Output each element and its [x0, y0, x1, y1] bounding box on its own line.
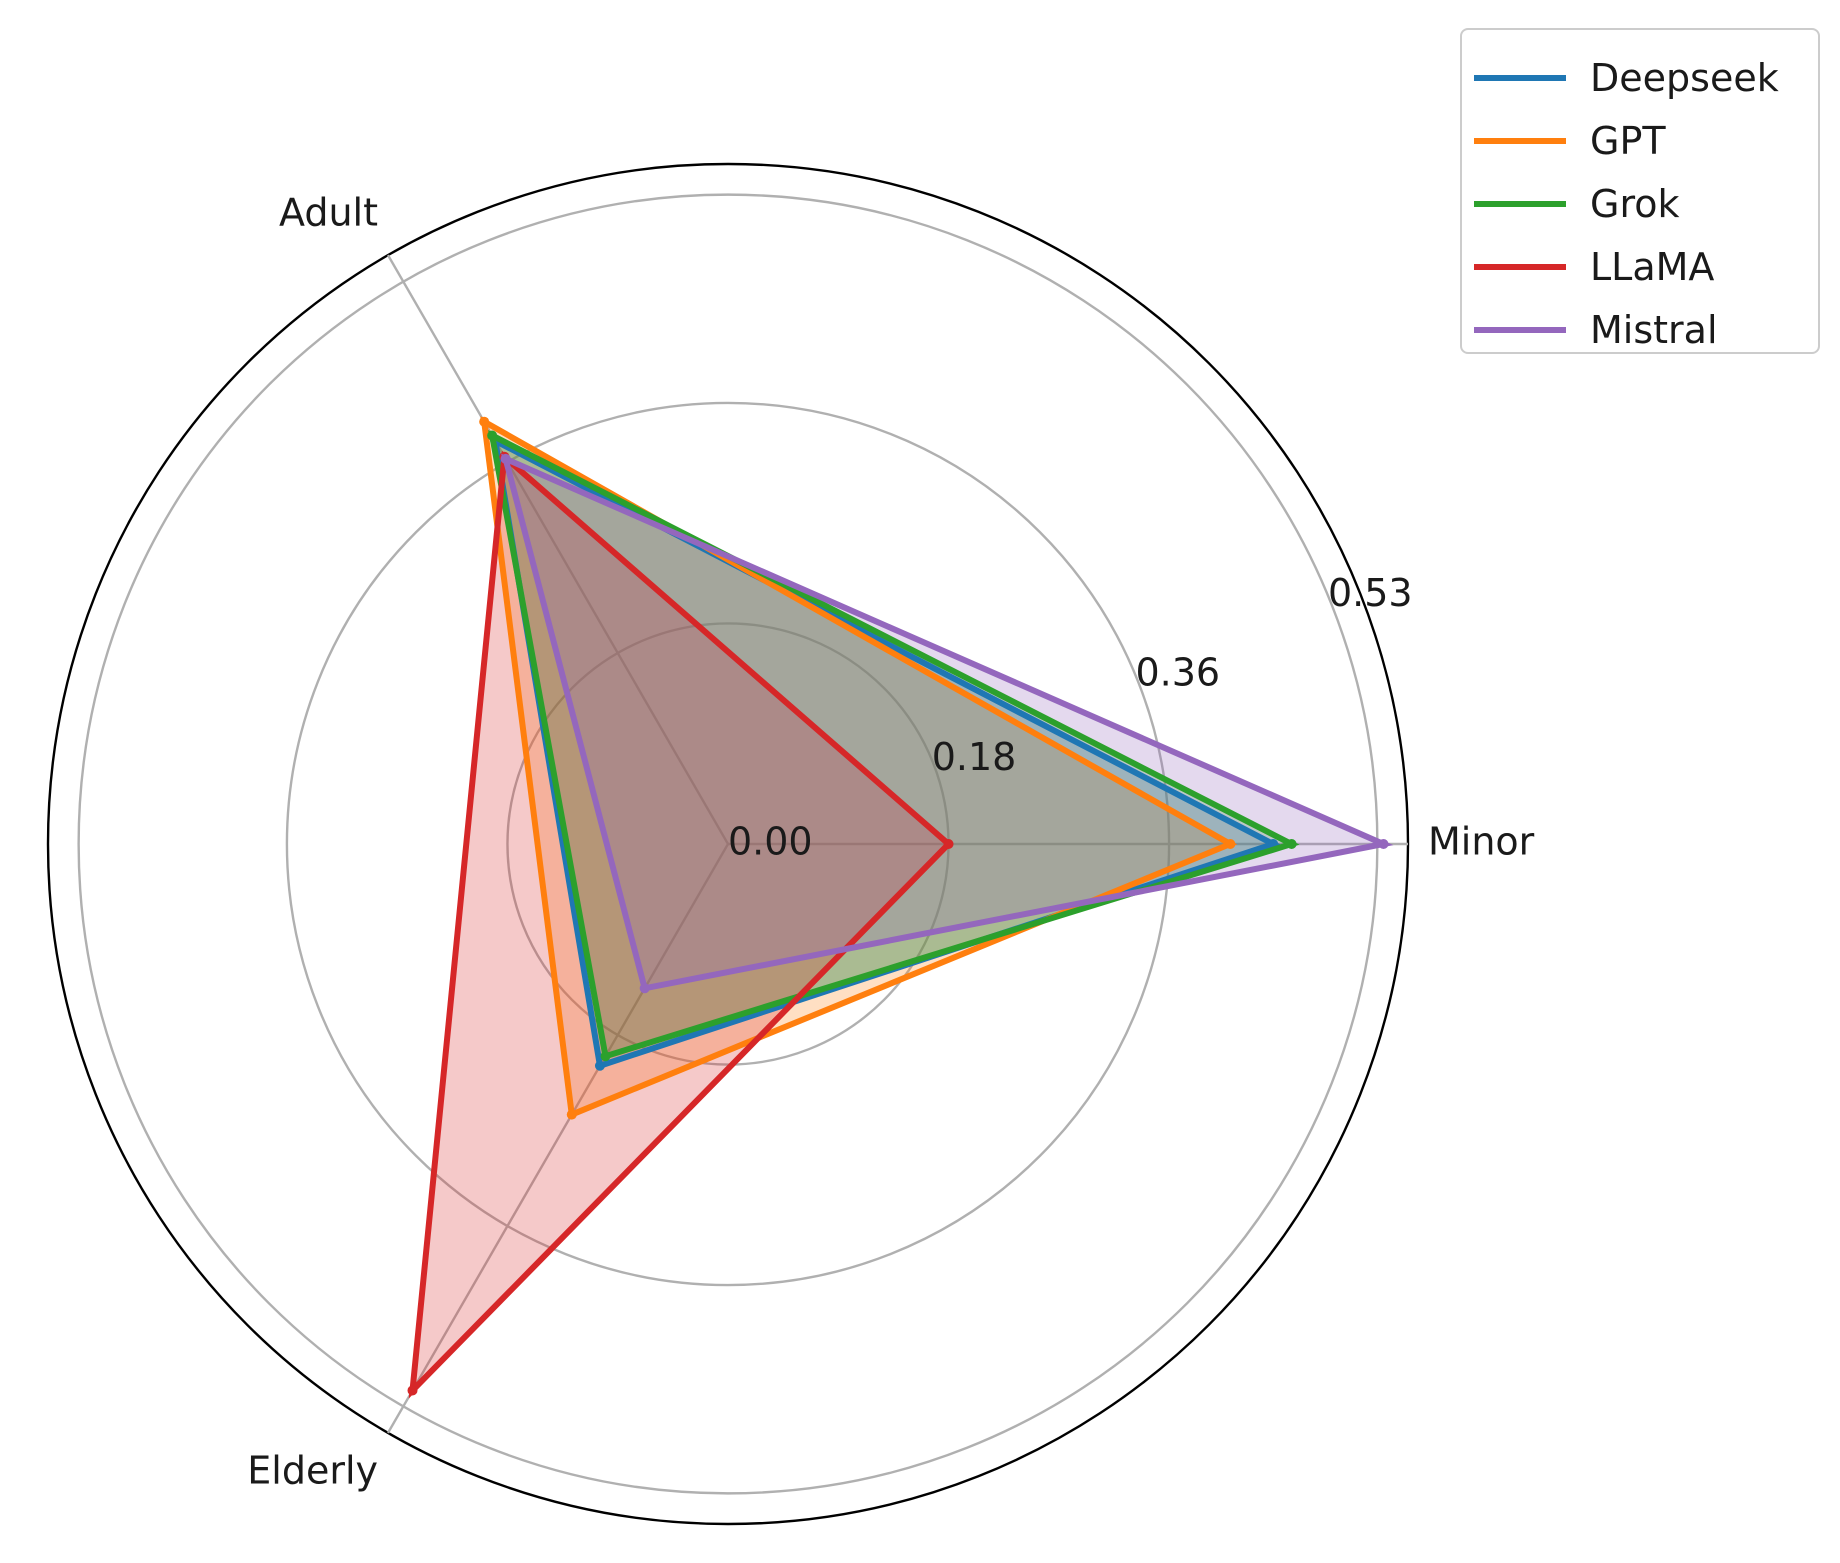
series-line [480, 416, 1238, 1119]
label-layer: 0.00 0.18 0.36 0.53 Minor Adult Elderly [247, 191, 1534, 1493]
radial-tick-label: 0.53 [1328, 571, 1413, 615]
category-label: Adult [279, 191, 378, 235]
legend-label: GPT [1590, 118, 1666, 163]
data-point [487, 430, 498, 441]
category-label: Elderly [247, 1448, 378, 1492]
legend-label: Mistral [1590, 307, 1718, 352]
data-point [479, 416, 490, 427]
legend-swatch [1474, 263, 1566, 270]
series-fill [505, 458, 1384, 989]
axis-spoke [386, 843, 730, 1434]
legend-item-grok: Grok [1462, 172, 1818, 235]
series-fill [495, 440, 1274, 1066]
series-line [501, 453, 1394, 992]
series-layer [407, 416, 1394, 1399]
data-point [1286, 839, 1297, 849]
data-point [943, 839, 954, 849]
legend-swatch [1474, 200, 1566, 207]
category-label: Minor [1428, 820, 1535, 864]
data-point [407, 1385, 418, 1396]
legend-label: Grok [1590, 181, 1680, 226]
legend-item-mistral: Mistral [1462, 298, 1818, 361]
data-point [1225, 839, 1236, 849]
radial-tick-label: 0.36 [1136, 651, 1221, 695]
data-point [600, 1051, 611, 1062]
data-point [566, 1109, 577, 1120]
data-point [594, 1060, 605, 1071]
legend-swatch [1474, 326, 1566, 333]
series-fill [412, 456, 949, 1391]
legend-label: Deepseek [1590, 55, 1779, 100]
radial-tick-label: 0.00 [728, 820, 813, 864]
data-point [1378, 839, 1389, 849]
legend-item-gpt: GPT [1462, 109, 1818, 172]
legend: Deepseek GPT Grok LLaMA Mistral [1460, 28, 1820, 354]
series-line [488, 430, 1300, 1061]
radial-tick-label: 0.18 [932, 735, 1017, 779]
legend-item-llama: LLaMA [1462, 235, 1818, 298]
data-point [500, 453, 511, 464]
legend-swatch [1474, 74, 1566, 81]
data-point [639, 983, 650, 994]
legend-swatch [1474, 137, 1566, 144]
series-line [408, 450, 953, 1399]
legend-item-deepseek: Deepseek [1462, 46, 1818, 109]
legend-label: LLaMA [1590, 244, 1715, 289]
axis-spoke [386, 254, 730, 845]
